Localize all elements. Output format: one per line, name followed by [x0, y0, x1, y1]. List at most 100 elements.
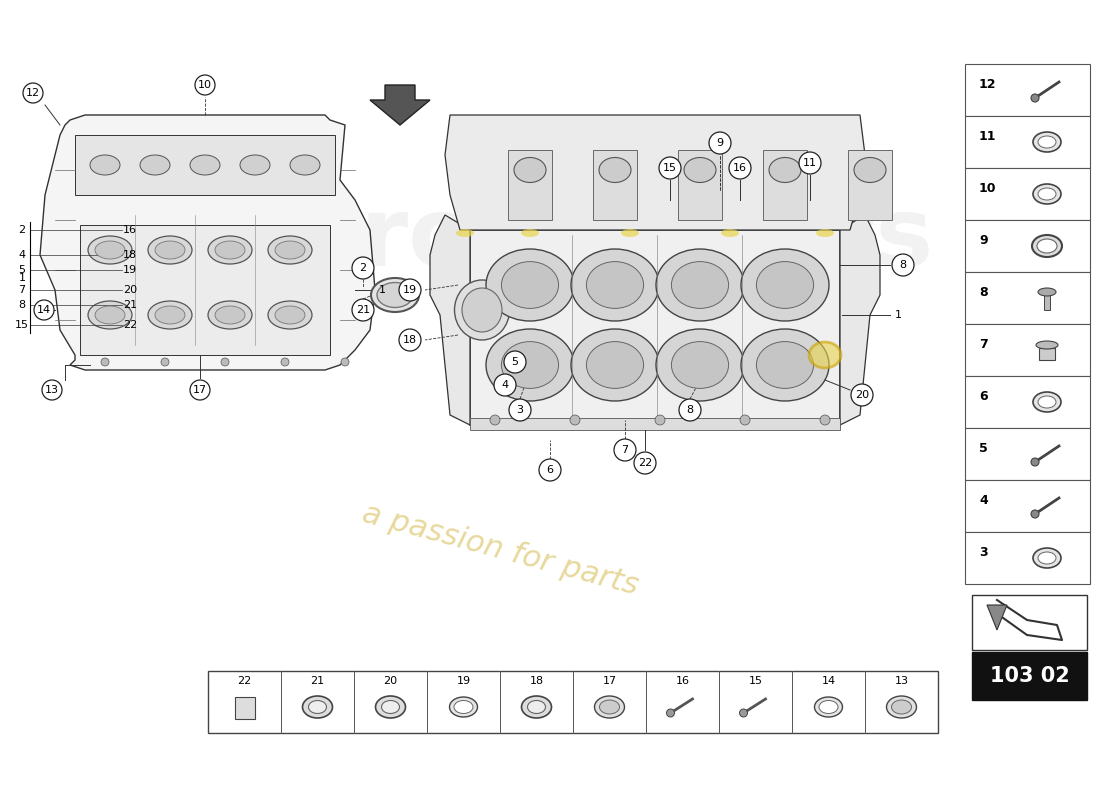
- Text: 7: 7: [19, 285, 25, 295]
- Ellipse shape: [502, 342, 559, 388]
- Ellipse shape: [671, 342, 728, 388]
- Ellipse shape: [1038, 396, 1056, 408]
- Ellipse shape: [88, 236, 132, 264]
- Bar: [848, 150, 892, 220]
- Ellipse shape: [1036, 341, 1058, 349]
- Bar: [1044, 295, 1050, 310]
- Ellipse shape: [140, 155, 170, 175]
- Text: 8: 8: [979, 286, 988, 299]
- Ellipse shape: [1038, 552, 1056, 564]
- Ellipse shape: [95, 306, 125, 324]
- Ellipse shape: [155, 306, 185, 324]
- Circle shape: [352, 299, 374, 321]
- Bar: [508, 150, 552, 220]
- Circle shape: [710, 132, 732, 154]
- Ellipse shape: [854, 158, 886, 182]
- Circle shape: [494, 374, 516, 396]
- Circle shape: [341, 358, 349, 366]
- Ellipse shape: [887, 696, 916, 718]
- Text: 21: 21: [356, 305, 370, 315]
- Polygon shape: [987, 605, 1007, 630]
- Ellipse shape: [571, 329, 659, 401]
- Text: 15: 15: [663, 163, 676, 173]
- Ellipse shape: [1037, 239, 1057, 253]
- Text: 1: 1: [895, 310, 902, 320]
- Text: 5: 5: [512, 357, 518, 367]
- Text: 4: 4: [979, 494, 988, 507]
- Text: 18: 18: [403, 335, 417, 345]
- Text: 22: 22: [238, 676, 252, 686]
- Ellipse shape: [656, 329, 744, 401]
- Ellipse shape: [586, 342, 644, 388]
- Ellipse shape: [268, 301, 312, 329]
- Ellipse shape: [275, 306, 305, 324]
- Circle shape: [654, 415, 666, 425]
- Circle shape: [42, 380, 62, 400]
- Text: a passion for parts: a passion for parts: [359, 499, 641, 601]
- Text: 22: 22: [638, 458, 652, 468]
- Ellipse shape: [891, 700, 912, 714]
- Bar: [965, 376, 1090, 428]
- Text: 15: 15: [15, 320, 29, 330]
- Ellipse shape: [600, 700, 619, 714]
- Circle shape: [490, 415, 500, 425]
- Bar: [1040, 348, 1055, 360]
- Bar: [208, 671, 938, 733]
- Text: 10: 10: [198, 80, 212, 90]
- Text: 5: 5: [19, 265, 25, 275]
- Text: 10: 10: [979, 182, 997, 195]
- Bar: [470, 230, 840, 425]
- Text: 4: 4: [502, 380, 508, 390]
- Circle shape: [614, 439, 636, 461]
- Circle shape: [799, 152, 821, 174]
- Ellipse shape: [148, 301, 192, 329]
- Ellipse shape: [820, 701, 838, 714]
- Ellipse shape: [1033, 132, 1062, 152]
- Circle shape: [195, 75, 214, 95]
- Ellipse shape: [521, 229, 539, 237]
- Circle shape: [729, 157, 751, 179]
- Ellipse shape: [486, 329, 574, 401]
- Ellipse shape: [155, 241, 185, 259]
- Text: 19: 19: [403, 285, 417, 295]
- Ellipse shape: [528, 701, 546, 714]
- Text: 14: 14: [822, 676, 836, 686]
- Ellipse shape: [814, 697, 843, 717]
- Ellipse shape: [208, 236, 252, 264]
- Bar: [965, 272, 1090, 324]
- Ellipse shape: [1033, 548, 1062, 568]
- Text: 2: 2: [19, 225, 25, 235]
- Text: 7: 7: [621, 445, 628, 455]
- Bar: [965, 428, 1090, 480]
- Polygon shape: [370, 85, 430, 125]
- Circle shape: [280, 358, 289, 366]
- Text: 103 02: 103 02: [990, 666, 1069, 686]
- Text: 16: 16: [733, 163, 747, 173]
- Ellipse shape: [377, 282, 412, 307]
- Bar: [965, 220, 1090, 272]
- Ellipse shape: [290, 155, 320, 175]
- Text: 21: 21: [310, 676, 324, 686]
- Ellipse shape: [214, 241, 245, 259]
- Text: 8: 8: [900, 260, 906, 270]
- Ellipse shape: [454, 701, 473, 714]
- Circle shape: [570, 415, 580, 425]
- Text: 21: 21: [123, 300, 138, 310]
- Text: 20: 20: [384, 676, 397, 686]
- Circle shape: [1031, 458, 1040, 466]
- Text: 8: 8: [19, 300, 25, 310]
- Text: 4: 4: [19, 250, 25, 260]
- Bar: [965, 532, 1090, 584]
- Text: 20: 20: [123, 285, 138, 295]
- Ellipse shape: [1038, 188, 1056, 200]
- Ellipse shape: [1038, 288, 1056, 296]
- Text: 18: 18: [123, 250, 138, 260]
- Bar: [593, 150, 637, 220]
- Bar: [763, 150, 807, 220]
- Text: 19: 19: [123, 265, 138, 275]
- Ellipse shape: [741, 249, 829, 321]
- Text: 12: 12: [979, 78, 997, 91]
- Bar: [470, 418, 840, 430]
- Text: 18: 18: [529, 676, 543, 686]
- Circle shape: [892, 254, 914, 276]
